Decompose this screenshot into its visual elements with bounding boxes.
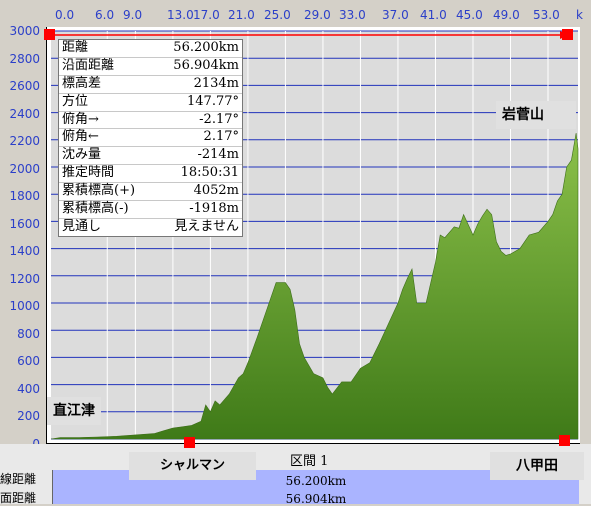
x-tick-label: 33.0 — [339, 8, 366, 22]
info-row: 方位 147.77° — [59, 94, 242, 112]
x-tick-label: 53.0 — [533, 8, 560, 22]
info-value: -1918m — [189, 201, 239, 217]
info-label: 標高差 — [62, 75, 102, 91]
end-place-label: 八甲田 — [490, 452, 584, 480]
info-value: 147.77° — [187, 93, 239, 109]
waypoint-marker[interactable] — [184, 437, 195, 448]
x-tick-label: 0.0 — [55, 8, 75, 22]
start-place-label: 直江津 — [47, 397, 101, 425]
info-value: -2.17° — [199, 111, 239, 127]
start-marker[interactable] — [44, 29, 55, 40]
x-tick-label: 13.0 — [167, 8, 194, 22]
line-distance-label: 線距離 — [0, 472, 37, 486]
distance-value: 56.200km — [285, 474, 347, 488]
info-row: 累積標高(+) 4052m — [59, 183, 242, 202]
info-row: 累積標高(-) -1918m — [59, 201, 242, 219]
y-tick-label: 2000 — [9, 161, 40, 176]
info-row: 標高差 2134m — [59, 76, 242, 94]
elevation-area — [50, 132, 579, 440]
section-label: 区間 1 — [290, 454, 329, 469]
info-value: 2134m — [193, 75, 239, 91]
surface-distance-value: 56.904km — [285, 492, 347, 506]
info-label: 沈み量 — [62, 147, 102, 163]
y-tick-label: 200 — [17, 409, 40, 423]
x-tick-label: 29.0 — [304, 8, 331, 22]
info-row: 見通し 見えません — [59, 219, 242, 236]
surface-distance-label: 面距離 — [0, 491, 37, 505]
info-row: 推定時間 18:50:31 — [59, 165, 242, 184]
y-tick-label: 1200 — [9, 271, 40, 286]
x-tick-label: 45.0 — [456, 8, 483, 22]
y-tick-label: 3000 — [9, 24, 40, 38]
info-row: 沿面距離 56.904km — [59, 58, 242, 76]
x-tick-label: 49.0 — [493, 8, 520, 22]
end-marker[interactable] — [562, 29, 573, 40]
info-value: 4052m — [193, 183, 239, 199]
x-tick-label: 25.0 — [264, 8, 291, 22]
peak-place-label: 岩菅山 — [496, 101, 576, 129]
info-value: 56.200km — [173, 40, 239, 55]
info-label: 沿面距離 — [62, 57, 115, 73]
y-tick-label: 1000 — [9, 299, 40, 313]
info-label: 推定時間 — [62, 165, 115, 181]
info-label: 距離 — [62, 40, 89, 55]
info-value: 見えません — [174, 218, 239, 234]
y-tick-label: 2800 — [9, 51, 40, 66]
y-tick-label: 2200 — [9, 134, 40, 148]
info-panel: 距離 56.200km 沿面距離 56.904km 標高差 2134m 方位 147.77° 俯… — [58, 39, 243, 237]
waypoint-place-label: シャルマン — [129, 452, 256, 480]
info-label: 俯角← — [62, 129, 99, 145]
x-tick-end: k — [576, 8, 583, 22]
info-value: 56.904km — [173, 57, 239, 73]
info-label: 累積標高(+) — [62, 183, 136, 199]
y-tick-label: 2400 — [9, 106, 40, 121]
y-tick-label: 1400 — [9, 244, 40, 258]
x-tick-label: 21.0 — [228, 8, 255, 22]
y-tick-label: 2600 — [9, 79, 40, 93]
info-label: 見通し — [62, 218, 102, 234]
y-tick-label: 1600 — [9, 216, 40, 231]
info-label: 方位 — [62, 93, 89, 109]
x-tick-label: 17.0 — [193, 8, 220, 22]
info-row: 沈み量 -214m — [59, 147, 242, 166]
info-value: 2.17° — [203, 129, 239, 145]
x-tick-label: 9.0 — [123, 8, 143, 22]
info-value: 18:50:31 — [180, 165, 239, 181]
info-row: 俯角→ -2.17° — [59, 112, 242, 130]
y-tick-label: 800 — [17, 326, 40, 341]
info-value: -214m — [197, 147, 239, 163]
end-point-marker[interactable] — [559, 435, 570, 446]
info-row: 距離 56.200km — [59, 40, 242, 58]
y-tick-label: 600 — [17, 354, 40, 368]
x-tick-label: 37.0 — [382, 8, 409, 22]
y-tick-label: 0 — [0, 437, 40, 451]
info-label: 俯角→ — [62, 111, 99, 127]
info-row: 俯角← 2.17° — [59, 129, 242, 148]
info-label: 累積標高(-) — [62, 201, 129, 217]
y-tick-label: 400 — [17, 381, 40, 396]
x-tick-label: 41.0 — [420, 8, 447, 22]
x-tick-label: 6.0 — [95, 8, 115, 22]
y-tick-label: 1800 — [9, 189, 40, 203]
